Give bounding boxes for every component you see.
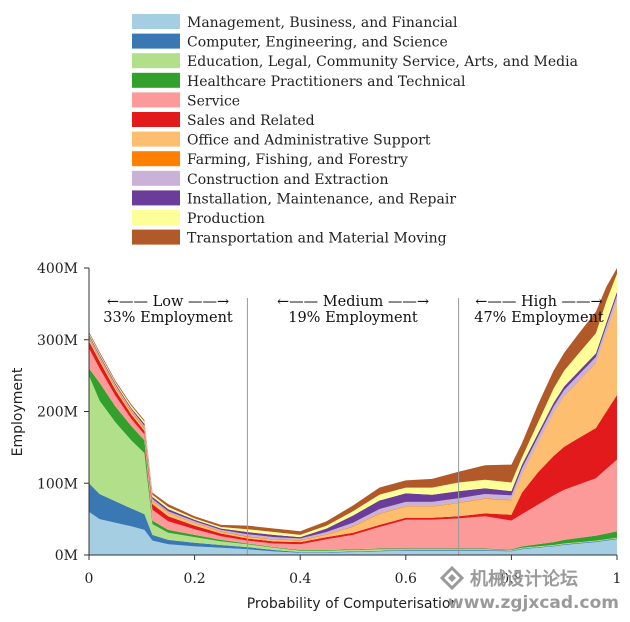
region-labels: ←—— Low ——→33% Employment ←—— Medium ——→1… <box>103 294 604 326</box>
legend-label-12: Transportation and Material Moving <box>187 231 447 247</box>
legend-swatch-10 <box>132 190 180 206</box>
legend-swatch-12 <box>132 229 180 245</box>
legend-label-11: Production <box>187 211 265 227</box>
legend-label-5: Service <box>187 93 240 109</box>
watermark-url: www.zgjxcad.com <box>448 593 619 613</box>
x-axis-title: Probability of Computerisation <box>247 596 460 612</box>
legend-label-3: Education, Legal, Community Service, Art… <box>187 54 578 70</box>
region-dividers <box>246 298 460 555</box>
legend-swatch-5 <box>132 92 180 108</box>
legend-swatch-2 <box>132 33 180 49</box>
y-axis-title: Employment <box>10 367 26 456</box>
area-series-12 <box>89 268 617 535</box>
y-tick-label-1: 0M <box>55 548 78 564</box>
legend-swatch-9 <box>132 170 180 186</box>
region-label-2: ←—— Medium ——→ <box>277 294 429 310</box>
watermark: 机械设计论坛 www.zgjxcad.com <box>439 565 619 613</box>
legend-swatch-4 <box>132 72 180 88</box>
area-series-5 <box>89 348 617 550</box>
region-label-3: ←—— High ——→ <box>475 294 602 310</box>
legend-label-6: Sales and Related <box>187 113 315 129</box>
stacked-areas <box>89 268 617 555</box>
legend-swatch-3 <box>132 53 180 69</box>
region-share-3: 47% Employment <box>474 310 604 326</box>
region-label-1: ←—— Low ——→ <box>107 294 229 310</box>
plot-area: 0M 100M 200M 300M 400M 0 0.2 0.4 0.6 0.8 1 <box>37 261 622 587</box>
region-share-2: 19% Employment <box>288 310 418 326</box>
x-tick-label-4: 0.6 <box>395 571 417 587</box>
y-tick-label-3: 200M <box>37 405 78 421</box>
x-tick-label-1: 0 <box>85 571 94 587</box>
legend-label-10: Installation, Maintenance, and Repair <box>187 191 456 207</box>
legend-label-8: Farming, Fishing, and Forestry <box>187 152 408 168</box>
x-tick-label-6: 1 <box>613 571 622 587</box>
x-tick-label-5: 0.8 <box>500 571 522 587</box>
watermark-logo-icon <box>439 565 465 591</box>
region-share-1: 33% Employment <box>103 310 233 326</box>
legend-label-2: Computer, Engineering, and Science <box>187 35 448 51</box>
legend-swatch-8 <box>132 151 180 167</box>
x-tick-label-2: 0.2 <box>183 571 205 587</box>
legend-label-7: Office and Administrative Support <box>187 133 431 149</box>
axes: 0M 100M 200M 300M 400M 0 0.2 0.4 0.6 0.8 1 <box>37 261 622 587</box>
y-tick-label-4: 300M <box>37 333 78 349</box>
y-tick-label-5: 400M <box>37 261 78 277</box>
legend-label-1: Management, Business, and Financial <box>187 15 458 31</box>
area-series-1 <box>89 511 617 555</box>
y-tick-label-2: 100M <box>37 476 78 492</box>
legend-swatch-1 <box>132 14 180 29</box>
legend: Management, Business, and Financial Compu… <box>132 14 578 247</box>
watermark-logo-text: 机械设计论坛 <box>470 568 578 590</box>
legend-label-9: Construction and Extraction <box>187 172 388 188</box>
legend-swatch-11 <box>132 210 180 225</box>
x-tick-label-3: 0.4 <box>289 571 311 587</box>
legend-swatch-6 <box>132 112 180 127</box>
legend-label-4: Healthcare Practitioners and Technical <box>187 74 466 90</box>
legend-swatch-7 <box>132 131 180 147</box>
